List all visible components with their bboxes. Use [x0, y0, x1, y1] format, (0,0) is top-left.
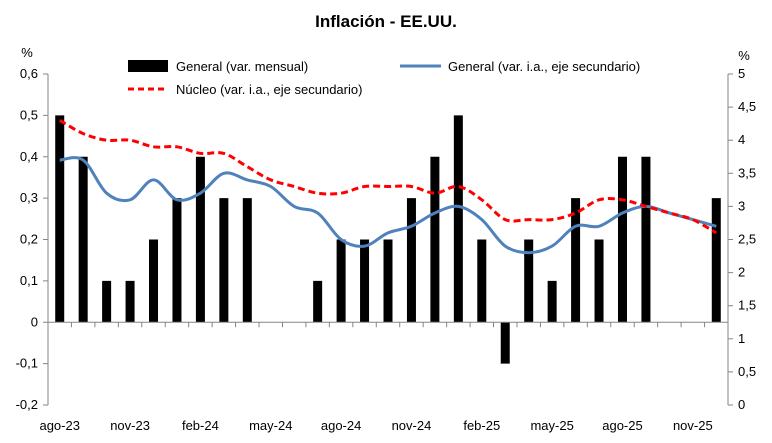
bar-oct-23 [102, 280, 112, 323]
chart-title: Inflación - EE.UU. [315, 12, 457, 31]
bar-feb-24 [195, 156, 205, 323]
bar-jun-25 [571, 198, 581, 323]
left-tick-label: 0,1 [20, 273, 38, 288]
right-tick-label: 0,5 [738, 364, 756, 379]
left-tick-label: -0,1 [16, 356, 38, 371]
bar-ago-23 [55, 115, 65, 323]
bar-abr-25 [524, 239, 534, 323]
bar-jul-25 [594, 239, 604, 323]
bar-mar-25 [500, 322, 510, 364]
right-tick-label: 4 [738, 132, 745, 147]
bar-oct-24 [383, 239, 393, 323]
left-tick-label: 0,5 [20, 107, 38, 122]
x-tick-label: may-24 [249, 418, 292, 433]
x-tick-label: nov-25 [673, 418, 713, 433]
left-tick-label: 0,6 [20, 66, 38, 81]
legend-label-general: General (var. i.a., eje secundario) [448, 59, 640, 74]
right-axis-unit: % [738, 48, 750, 63]
bar-ene-24 [172, 198, 182, 323]
plot-area: 0,6 0,5 0,4 0,3 0,2 0,1 0 -0,1 -0,2 5 4,5 4 3,5 3 2,5 2… [16, 66, 756, 433]
left-tick-label: 0,2 [20, 232, 38, 247]
legend-label-core: Núcleo (var. i.a., eje secundario) [176, 82, 362, 97]
right-tick-label: 1 [738, 331, 745, 346]
bar-abr-24 [242, 198, 252, 323]
right-tick-label: 2,5 [738, 232, 756, 247]
bar-ene-25 [453, 115, 463, 323]
right-tick-label: 1,5 [738, 298, 756, 313]
left-axis-unit: % [21, 45, 33, 60]
legend-swatch-bar [128, 60, 168, 72]
legend-label-bar: General (var. mensual) [176, 59, 308, 74]
bar-dic-23 [149, 239, 159, 323]
right-tick-label: 3 [738, 198, 745, 213]
legend: General (var. mensual) General (var. i.a… [128, 59, 640, 97]
x-tick-label: nov-24 [392, 418, 432, 433]
bar-ago-24 [336, 239, 346, 323]
left-tick-label: 0,3 [20, 190, 38, 205]
right-tick-label: 3,5 [738, 165, 756, 180]
bar-dic-24 [430, 156, 440, 323]
bar-ago-25 [617, 156, 627, 323]
series-line-general [59, 156, 717, 255]
x-tick-label: ago-24 [321, 418, 361, 433]
bar-dic-25 [711, 198, 721, 323]
bar-nov-23 [125, 280, 135, 323]
x-tick-label: ago-25 [602, 418, 642, 433]
x-tick-label: may-25 [530, 418, 573, 433]
bar-feb-25 [477, 239, 487, 323]
left-tick-label: 0 [31, 314, 38, 329]
bar-sep-23 [78, 156, 88, 323]
right-tick-label: 2 [738, 265, 745, 280]
right-tick-label: 0 [738, 397, 745, 412]
bar-sep-25 [641, 156, 651, 323]
x-tick-label: nov-23 [110, 418, 150, 433]
bar-may-25 [547, 280, 557, 323]
bar-sep-24 [360, 239, 370, 323]
x-tick-label: feb-25 [463, 418, 500, 433]
bar-nov-24 [406, 198, 416, 323]
left-tick-label: 0,4 [20, 149, 38, 164]
bar-jul-24 [313, 280, 323, 323]
bar-mar-24 [219, 198, 229, 323]
left-tick-label: -0,2 [16, 397, 38, 412]
right-tick-label: 5 [738, 66, 745, 81]
x-tick-label: ago-23 [39, 418, 79, 433]
x-tick-label: feb-24 [182, 418, 219, 433]
right-tick-label: 4,5 [738, 99, 756, 114]
series-line-core [58, 118, 718, 235]
